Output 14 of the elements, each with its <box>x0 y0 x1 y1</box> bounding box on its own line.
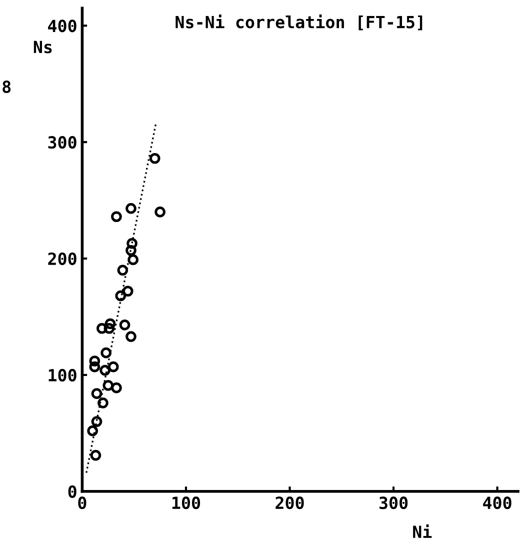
y-tick-label: 400 <box>48 20 76 32</box>
y-tick-label: 300 <box>48 136 76 149</box>
text: 8 <box>2 80 11 94</box>
y-tick-label: 0 <box>68 485 76 498</box>
y-axis-title: Ns <box>34 40 52 54</box>
x-tick-label: 0 <box>78 496 86 510</box>
y-tick-label: 200 <box>48 252 76 266</box>
x-axis-title: Ni <box>413 524 432 538</box>
x-tick-label: 100 <box>172 496 200 510</box>
x-tick-label: 300 <box>379 496 408 510</box>
y-tick-label: 100 <box>48 368 76 382</box>
chart-title: Ns-Ni correlation [FT-15] <box>176 14 422 30</box>
x-tick-label: 200 <box>276 496 304 510</box>
x-tick-label: 400 <box>483 496 512 510</box>
